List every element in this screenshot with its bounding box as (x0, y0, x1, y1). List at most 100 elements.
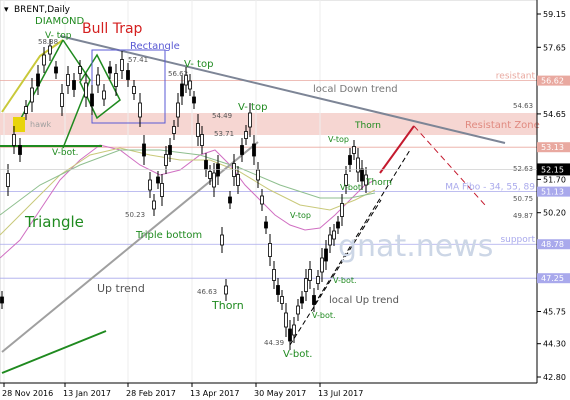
level-tag (537, 75, 570, 86)
v-top-label: V- top (238, 102, 267, 113)
price-label: 57.41 (128, 56, 148, 64)
ma-mid-line (0, 147, 376, 236)
local-down-trend-label: local Down trend (313, 84, 398, 95)
candle-body (192, 96, 196, 104)
level-tag (537, 142, 570, 153)
candle-body (60, 93, 64, 107)
candle-body (280, 296, 284, 304)
candle-body (138, 102, 142, 118)
v-top-label: V- top (45, 31, 72, 41)
candle-body (18, 145, 22, 155)
y-tick-label: 45.75 (543, 308, 566, 317)
candle-body (256, 169, 260, 181)
v-top-label: V-top (290, 211, 311, 220)
thorn-label: Thorn (211, 299, 244, 312)
up-trend-label: Up trend (97, 282, 145, 295)
y-tick-label: 54.65 (543, 110, 566, 119)
candle-body (66, 74, 70, 86)
candle-body (268, 243, 272, 257)
y-tick-label: 51.70 (543, 175, 566, 184)
candle-body (142, 143, 146, 157)
level-tag (537, 273, 570, 284)
candle-body (288, 328, 292, 342)
candle-body (96, 74, 100, 86)
price-label: 50.75 (513, 195, 533, 203)
candle-body (156, 176, 160, 184)
projection-down-line (413, 125, 486, 206)
candle-body (264, 221, 268, 229)
candle-body (212, 172, 216, 188)
candle-body (188, 80, 192, 90)
candle-body (54, 66, 58, 74)
yellow-marker (13, 117, 25, 132)
v-bot-label: V-bot. (283, 349, 312, 360)
resistant-zone-label: Resistant Zone (465, 120, 540, 131)
candle-body (208, 171, 212, 179)
price-label: 46.63 (197, 288, 217, 296)
candle-body (48, 45, 52, 55)
rectangle-label: Rectangle (130, 41, 180, 52)
candle-body (102, 90, 106, 100)
candle-body (228, 196, 232, 204)
level-tag-label: 48.78 (541, 240, 564, 249)
candle-body (184, 74, 188, 86)
candle-body (284, 312, 288, 328)
candle-body (308, 269, 312, 281)
diamond-label: DIAMOND (35, 16, 84, 27)
x-tick-label: 13 Jul 2017 (318, 389, 363, 398)
v-bot-label: V-bot. (333, 276, 357, 285)
price-label: 52.63 (513, 165, 533, 173)
v-bot-label: V-bot. (340, 183, 364, 192)
y-tick-label: 57.65 (543, 43, 566, 52)
candle-body (24, 106, 28, 114)
level-tag-label: 47.25 (541, 274, 564, 283)
level-tag (537, 239, 570, 250)
candle-body (108, 66, 112, 74)
candle-body (220, 234, 224, 246)
candle-body (356, 157, 360, 173)
level-tag (537, 186, 570, 197)
triangle-label: Triangle (24, 213, 84, 231)
local-down-trend-line (59, 35, 506, 144)
level-side-label: MA Fibo - 34, 55, 89 (445, 183, 535, 193)
price-label: 58.38 (38, 38, 58, 46)
x-tick-label: 30 May 2017 (254, 389, 306, 398)
candle-body (84, 82, 88, 98)
candle-body (196, 123, 200, 137)
price-label: 56.62 (168, 70, 188, 78)
candle-body (232, 163, 236, 177)
current-price-tag (537, 163, 570, 176)
level-tag-label: 56.62 (541, 77, 564, 86)
candle-body (312, 295, 316, 305)
candle-body (224, 285, 228, 295)
candle-body (126, 70, 130, 80)
candle-body (12, 134, 16, 146)
candle-body (200, 134, 204, 146)
ma-slow-line (0, 149, 376, 216)
price-label: 54.49 (212, 112, 232, 120)
candle-body (36, 73, 40, 87)
candle-body (304, 278, 308, 292)
candle-body (332, 230, 336, 240)
y-tick-label: 50.20 (543, 209, 566, 218)
price-label: 53.71 (214, 130, 234, 138)
x-tick-label: 28 Feb 2017 (126, 389, 176, 398)
projection-up-arrow (379, 125, 415, 174)
candle-body (148, 179, 152, 191)
candle-body (168, 145, 172, 155)
candle-body (0, 296, 4, 304)
candle-body (72, 80, 76, 90)
candle-body (6, 173, 10, 187)
candle-body (352, 146, 356, 154)
candle-body (316, 276, 320, 284)
price-label: 44.39 (264, 339, 284, 347)
candle-body (344, 174, 348, 186)
diamond-pattern (1, 39, 64, 113)
bull-trap-label: Bull Trap (82, 21, 143, 37)
current-price-label: 52.15 (541, 165, 564, 174)
thorn-label: Thorn (354, 121, 381, 131)
candle-body (272, 269, 276, 281)
level-tag-label: 51.13 (541, 188, 564, 197)
price-label: 50.23 (125, 211, 145, 219)
